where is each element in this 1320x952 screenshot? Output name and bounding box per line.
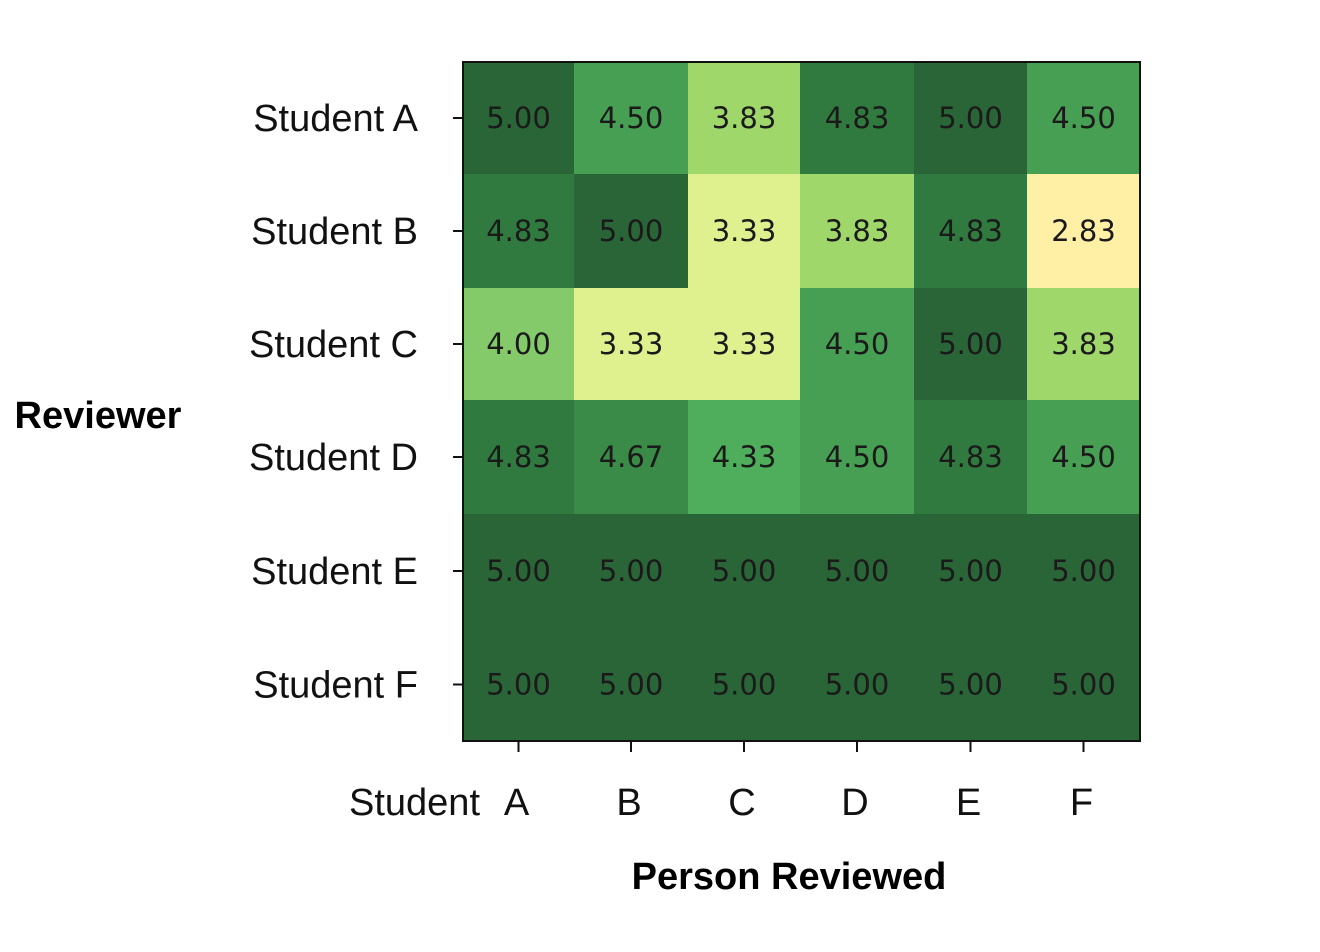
heatmap-cell (688, 62, 801, 175)
cell-value-label: 4.67 (599, 440, 664, 474)
cell-value-label: 4.50 (1051, 440, 1116, 474)
cell-value-label: 4.50 (825, 327, 890, 361)
cell-value-label: 3.33 (712, 327, 777, 361)
heatmap-cell (800, 514, 915, 629)
heatmap-cell (463, 62, 575, 175)
cell-value-label: 5.00 (712, 668, 777, 702)
cell-value-label: 4.50 (825, 440, 890, 474)
x-tick-label: B (616, 782, 641, 824)
heatmap-cell (463, 288, 575, 401)
cell-value-label: 5.00 (599, 214, 664, 248)
heatmap-cell (914, 514, 1028, 629)
heatmap-cell (463, 174, 575, 289)
cell-value-label: 5.00 (599, 668, 664, 702)
heatmap-cell (574, 628, 689, 742)
heatmap-cell (800, 288, 915, 401)
cell-value-label: 5.00 (938, 101, 1003, 135)
heatmap-cell (914, 400, 1028, 515)
x-axis: A B C D E F (504, 741, 1093, 824)
heatmap-cell (574, 400, 689, 515)
heatmap-cell (574, 62, 689, 175)
x-tick-label: E (956, 782, 981, 824)
heatmap-cell (574, 514, 689, 629)
cell-value-label: 5.00 (825, 668, 890, 702)
cell-value-label: 4.83 (825, 101, 890, 135)
heatmap-cell (463, 628, 575, 742)
cell-value-label: 4.83 (486, 214, 551, 248)
heatmap-cell (914, 628, 1028, 742)
cell-value-label: 5.00 (938, 554, 1003, 588)
heatmap-cell (800, 400, 915, 515)
cell-value-label: 5.00 (486, 101, 551, 135)
heatmap-cell (800, 174, 915, 289)
cell-value-label: 3.33 (712, 214, 777, 248)
x-tick-label: C (728, 782, 755, 824)
x-axis-title: Person Reviewed (632, 856, 947, 898)
heatmap-cell (1027, 628, 1141, 742)
plot-frame (462, 61, 1141, 742)
heatmap-cell (463, 514, 575, 629)
y-tick-label: Student F (253, 665, 418, 707)
cell-value-label: 5.00 (599, 554, 664, 588)
cell-value-label: 5.00 (712, 554, 777, 588)
cell-value-label: 5.00 (1051, 554, 1116, 588)
heatmap-cell (914, 174, 1028, 289)
y-tick-label: Student C (249, 324, 418, 366)
heatmap-cell (688, 628, 801, 742)
heatmap-cell (1027, 514, 1141, 629)
heatmap-cell (574, 174, 689, 289)
cell-value-label: 4.00 (486, 327, 551, 361)
cell-value-label: 4.50 (1051, 101, 1116, 135)
heatmap-cell (1027, 288, 1141, 401)
x-tick-label: D (841, 782, 868, 824)
cell-value-label: 4.83 (938, 214, 1003, 248)
y-tick-label: Student E (251, 551, 418, 593)
cell-value-label: 4.33 (712, 440, 777, 474)
y-axis: Student A Student B Student C Student D Stud… (249, 98, 463, 707)
cell-value-label: 3.83 (712, 101, 777, 135)
heatmap-cell (463, 400, 575, 515)
y-axis-title: Reviewer (15, 395, 182, 437)
x-tick-prefix: Student (349, 782, 480, 824)
heatmap-cell (914, 62, 1028, 175)
heatmap-cell (914, 288, 1028, 401)
heatmap-cell (800, 62, 915, 175)
heatmap-cell (688, 288, 801, 401)
cell-value-label: 5.00 (486, 554, 551, 588)
heatmap-cell (574, 288, 689, 401)
x-tick-label: F (1070, 782, 1093, 824)
heatmap-cell (688, 174, 801, 289)
cell-value-label: 5.00 (938, 668, 1003, 702)
cell-value-label: 5.00 (825, 554, 890, 588)
heatmap-cell (688, 400, 801, 515)
cell-value-label: 3.83 (825, 214, 890, 248)
cell-value-label: 5.00 (486, 668, 551, 702)
heatmap-cell (1027, 62, 1141, 175)
y-tick-label: Student B (251, 211, 418, 253)
cell-value-label: 5.00 (1051, 668, 1116, 702)
cell-value-label: 4.83 (938, 440, 1003, 474)
heatmap-cell (1027, 174, 1141, 289)
y-tick-label: Student D (249, 437, 418, 479)
cell-value-label: 3.33 (599, 327, 664, 361)
heatmap-cells: 5.00 4.50 3.83 4.83 5.00 4.50 4.83 5.00 3.33 3.83… (463, 62, 1141, 742)
heatmap-cell (800, 628, 915, 742)
cell-value-label: 4.83 (486, 440, 551, 474)
y-tick-label: Student A (253, 98, 418, 140)
cell-value-label: 5.00 (938, 327, 1003, 361)
cell-value-label: 3.83 (1051, 327, 1116, 361)
cell-value-label: 2.83 (1051, 214, 1116, 248)
heatmap-cell (688, 514, 801, 629)
x-tick-label: A (504, 782, 530, 824)
heatmap-cell (1027, 400, 1141, 515)
cell-value-label: 4.50 (599, 101, 664, 135)
